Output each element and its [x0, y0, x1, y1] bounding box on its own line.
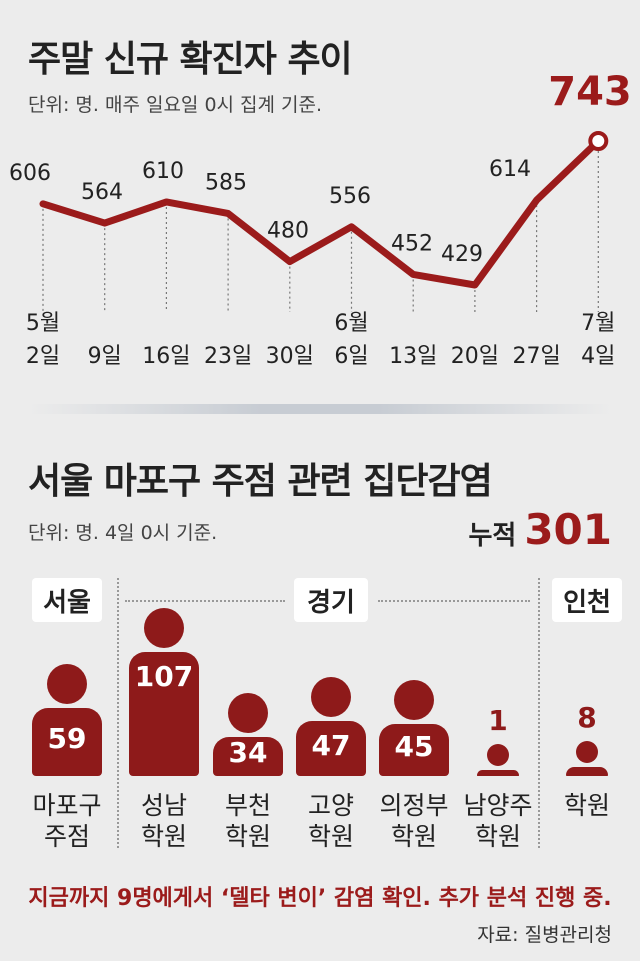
category-label: 남양주 학원: [463, 791, 533, 851]
x-tick-label: 4일: [581, 344, 615, 369]
person-head: [47, 663, 87, 704]
cluster-value-label: 47: [311, 728, 351, 762]
person-head: [228, 692, 268, 733]
x-tick-label: 20일: [451, 344, 499, 369]
cluster-value-label: 45: [394, 729, 434, 763]
cumulative-label: 누적: [468, 521, 517, 551]
person-body: [379, 723, 449, 776]
person-head: [576, 740, 598, 763]
footnote: 지금까지 9명에게서 ‘델타 변이’ 감염 확인. 추가 분석 진행 중.: [28, 886, 612, 911]
x-tick-label: 30일: [266, 344, 314, 369]
data-label: 429: [441, 242, 483, 267]
cluster-chart-title: 서울 마포구 주점 관련 집단감염: [28, 461, 493, 502]
cluster-value-label: 8: [577, 700, 597, 734]
cluster-value-label: 59: [47, 721, 87, 755]
category-label: 의정부 학원: [379, 791, 449, 851]
cluster-value-label: 107: [134, 659, 194, 693]
x-tick-label: 6일: [334, 344, 368, 369]
x-tick-label: 6월: [334, 311, 368, 336]
cumulative-total: 누적 301: [468, 505, 612, 554]
x-tick-label: 9일: [88, 344, 122, 369]
x-tick-label: 27일: [512, 344, 560, 369]
x-tick-label: 23일: [204, 344, 252, 369]
data-label: 614: [489, 157, 531, 182]
data-label: 610: [142, 159, 184, 184]
category-label: 학원: [563, 791, 610, 820]
data-label: 743: [548, 69, 632, 115]
region-tag-incheon: 인천: [552, 578, 622, 622]
category-label: 부천 학원: [224, 791, 271, 851]
person-body: [213, 736, 283, 776]
weekly-chart-unit: 단위: 명. 매주 일요일 0시 집계 기준.: [28, 94, 323, 116]
x-tick-label: 2일: [26, 344, 60, 369]
data-label: 452: [391, 231, 433, 256]
person-head: [487, 744, 509, 766]
person-head: [311, 677, 351, 718]
person-head: [394, 679, 434, 720]
cumulative-value: 301: [524, 505, 612, 554]
category-label: 마포구 주점: [32, 791, 102, 851]
latest-point-marker: [588, 131, 609, 151]
region-tag-gyeonggi: 경기: [294, 578, 368, 622]
category-label: 고양 학원: [307, 791, 354, 851]
cluster-value-label: 1: [488, 704, 508, 737]
source-credit: 자료: 질병관리청: [477, 924, 612, 946]
gyeonggi-bracket-left: [125, 600, 285, 602]
category-label: 성남 학원: [140, 791, 187, 851]
person-body: [129, 651, 199, 776]
x-tick-label: 7월: [581, 311, 615, 336]
section-divider: [28, 404, 612, 414]
region-tag-seoul: 서울: [32, 578, 102, 622]
x-tick-label: 13일: [389, 344, 437, 369]
x-tick-label: 5월: [26, 311, 60, 336]
region-separator-right: [538, 578, 540, 848]
series-line: [39, 137, 602, 289]
cluster-value-label: 34: [228, 736, 268, 770]
weekly-line-chart: 606 564 610 585 480 556 452 429 614 743 5월 2일 9일 16일 2…: [9, 69, 632, 369]
person-body: [296, 721, 366, 776]
data-label: 556: [329, 184, 371, 209]
person-head: [144, 607, 184, 648]
weekly-chart-title: 주말 신규 확진자 추이: [28, 39, 353, 80]
data-label: 564: [81, 180, 123, 205]
x-tick-label: 16일: [142, 344, 190, 369]
data-label: 606: [9, 161, 51, 186]
person-body: [477, 770, 519, 776]
person-body: [32, 707, 102, 776]
gyeonggi-bracket-right: [378, 600, 530, 602]
region-separator-left: [117, 578, 119, 848]
person-body: [566, 766, 608, 776]
data-label: 480: [267, 219, 309, 244]
cluster-chart-unit: 단위: 명. 4일 0시 기준.: [28, 522, 218, 544]
data-label: 585: [205, 170, 247, 195]
